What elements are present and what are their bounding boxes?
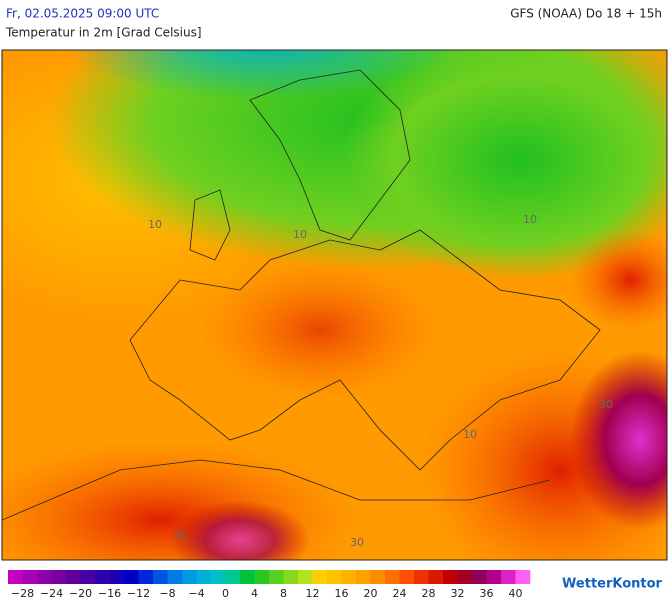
brand-logo: WetterKontor — [562, 577, 663, 592]
contour-labels: 10 10 10 10 30 30 30 — [148, 213, 613, 549]
subtitle: Temperatur in 2m [Grad Celsius] — [5, 26, 202, 40]
legend-swatch — [298, 570, 313, 584]
legend-swatch — [472, 570, 487, 584]
legend-label: −4 — [188, 587, 204, 600]
legend-swatch — [124, 570, 139, 584]
legend-swatch — [196, 570, 212, 584]
legend-swatch — [240, 570, 255, 584]
legend-label: −28 — [11, 587, 34, 600]
legend-label: −8 — [159, 587, 175, 600]
legend-swatch — [109, 570, 125, 584]
legend-swatch — [515, 570, 531, 584]
legend-swatch — [457, 570, 473, 584]
legend-label: 4 — [251, 587, 258, 600]
legend-label: 0 — [222, 587, 229, 600]
legend-swatch — [414, 570, 429, 584]
contour-label: 10 — [148, 218, 162, 231]
legend-label: 24 — [393, 587, 407, 600]
legend-swatch — [341, 570, 357, 584]
legend-swatch — [443, 570, 458, 584]
legend-swatch — [211, 570, 226, 584]
legend-label: 28 — [422, 587, 436, 600]
legend-swatch — [312, 570, 328, 584]
map-frame — [1, 49, 668, 561]
legend-swatch — [153, 570, 168, 584]
legend-label: 12 — [306, 587, 320, 600]
contour-label: 30 — [599, 398, 613, 411]
legend-swatch — [37, 570, 52, 584]
legend-swatch — [138, 570, 154, 584]
legend-label: −20 — [69, 587, 92, 600]
legend-swatch — [283, 570, 299, 584]
legend-swatch — [66, 570, 81, 584]
legend-swatch — [370, 570, 386, 584]
legend-label: −12 — [127, 587, 150, 600]
legend-swatch — [254, 570, 270, 584]
legend-label: −16 — [98, 587, 121, 600]
legend-swatch — [22, 570, 38, 584]
legend-swatch — [167, 570, 183, 584]
legend-label: 32 — [451, 587, 465, 600]
contour-label: 10 — [523, 213, 537, 226]
legend-label: 40 — [509, 587, 523, 600]
legend-swatch — [327, 570, 342, 584]
legend-swatch — [269, 570, 284, 584]
legend-swatch — [8, 570, 23, 584]
color-legend: −28 −24 −20 −16 −12 −8 −4 0 4 8 12 16 20 24 28 32 36 40 — [8, 570, 531, 600]
legend-swatch — [95, 570, 110, 584]
contour-label: 30 — [173, 529, 187, 542]
legend-label: 16 — [335, 587, 349, 600]
datetime: Fr, 02.05.2025 09:00 UTC — [6, 7, 159, 21]
legend-swatch — [486, 570, 502, 584]
legend-swatch — [385, 570, 400, 584]
legend-swatch — [356, 570, 371, 584]
legend-label: 20 — [364, 587, 378, 600]
legend-label: 36 — [480, 587, 494, 600]
legend-label: −24 — [40, 587, 63, 600]
contour-label: 30 — [350, 536, 364, 549]
model-run: GFS (NOAA) Do 18 + 15h — [510, 7, 662, 21]
legend-swatch — [428, 570, 444, 584]
legend-swatch — [225, 570, 241, 584]
legend-swatch — [182, 570, 197, 584]
contour-label: 10 — [463, 428, 477, 441]
contour-label: 10 — [293, 228, 307, 241]
legend-swatch — [399, 570, 415, 584]
legend-swatch — [80, 570, 96, 584]
legend-swatch — [51, 570, 67, 584]
legend-label: 8 — [280, 587, 287, 600]
legend-swatch — [501, 570, 516, 584]
